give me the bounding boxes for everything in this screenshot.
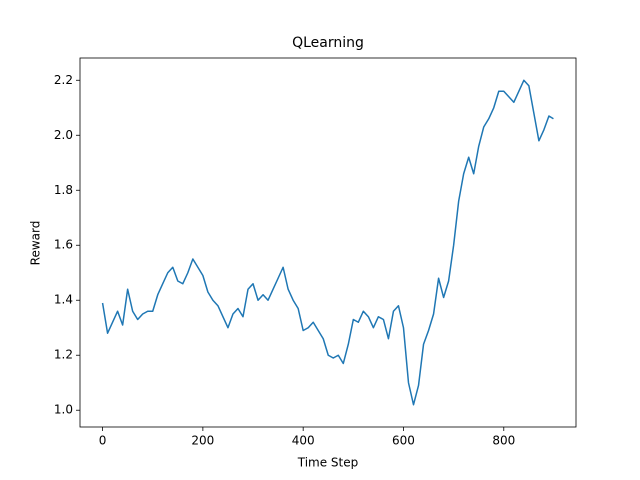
y-tick-label: 2.0 bbox=[54, 128, 73, 142]
x-tick-label: 800 bbox=[492, 434, 515, 448]
plot-frame bbox=[79, 57, 577, 428]
x-tick-label: 400 bbox=[292, 434, 315, 448]
data-line bbox=[101, 79, 554, 406]
x-tick-label: 600 bbox=[392, 434, 415, 448]
y-tick-label: 1.2 bbox=[54, 348, 73, 362]
y-tick-label: 2.2 bbox=[54, 73, 73, 87]
x-axis-label: Time Step bbox=[297, 456, 359, 470]
y-axis-label: Reward bbox=[29, 221, 43, 266]
chart-title: QLearning bbox=[292, 35, 364, 51]
x-tick-label: 0 bbox=[99, 434, 107, 448]
x-tick-label: 200 bbox=[191, 434, 214, 448]
y-tick-label: 1.8 bbox=[54, 183, 73, 197]
y-tick-label: 1.0 bbox=[54, 403, 73, 417]
y-tick-label: 1.4 bbox=[54, 293, 73, 307]
y-tick-label: 1.6 bbox=[54, 238, 73, 252]
